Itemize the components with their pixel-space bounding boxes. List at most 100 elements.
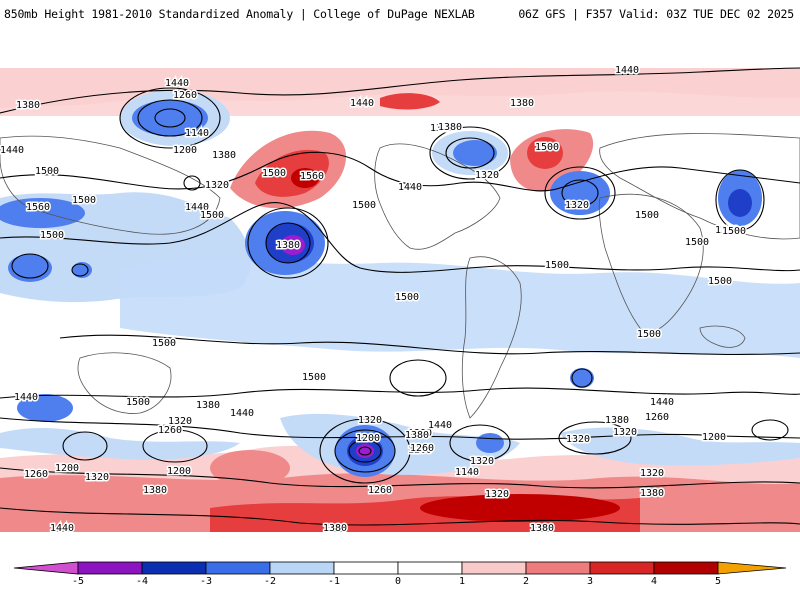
contour-label: 1380	[605, 415, 629, 426]
contour-label: 1320	[168, 416, 192, 427]
contour-label: 1380	[408, 428, 432, 439]
contour-label: 1320	[566, 434, 590, 445]
colorbar-segment-neg3	[141, 561, 207, 575]
contour-label: 1440	[165, 78, 189, 89]
contour-label: 1320	[205, 180, 229, 191]
contour-label: 1500	[262, 168, 286, 179]
colorbar-segment-pos5	[717, 561, 787, 575]
contour-label: 1440	[398, 182, 422, 193]
contour-label: 1500	[126, 397, 150, 408]
height-contours	[0, 67, 800, 526]
contour-label: 1200	[173, 145, 197, 156]
contour-label: 1260	[368, 485, 392, 496]
contour-label: 1500	[715, 225, 739, 236]
contour-label: 1200	[167, 466, 191, 477]
contour-label: 1320	[475, 170, 499, 181]
contour-label: 1500	[722, 226, 746, 237]
contour-label: 1440	[50, 523, 74, 532]
contour-label: 1500	[535, 142, 559, 153]
contour-label: 1440	[428, 420, 452, 431]
colorbar-tick-label: -4	[135, 576, 149, 587]
contour-label: 1500	[637, 329, 661, 340]
contour-label: 1380	[143, 485, 167, 496]
contour-label: 1440	[650, 397, 674, 408]
colorbar-segment-zero-lo	[333, 561, 399, 575]
colorbar-tick-label: -2	[263, 576, 277, 587]
contour-label: 1500	[545, 260, 569, 271]
contour-label: 1500	[302, 372, 326, 383]
contour-label: 1560	[300, 171, 324, 182]
contour-label: 1320	[613, 427, 637, 438]
contour-label: 1320	[640, 468, 664, 479]
contour-label: 1260	[158, 425, 182, 436]
contour-label: 1140	[455, 467, 479, 478]
model-run-valid-time: 06Z GFS | F357 Valid: 03Z TUE DEC 02 202…	[518, 7, 794, 21]
header-bar: 850mb Height 1981-2010 Standardized Anom…	[0, 0, 800, 30]
colorbar-tick-label: 5	[714, 576, 722, 587]
contour-label: 1500	[352, 200, 376, 211]
contour-label: 1560	[26, 202, 50, 213]
contour-label: 1380	[640, 488, 664, 499]
contour-label: 1500	[395, 292, 419, 303]
colorbar-tick-label: 3	[586, 576, 594, 587]
colorbar-segment-pos1	[461, 561, 527, 575]
contour-label: 1380	[510, 98, 534, 109]
contour-label: 1320	[358, 415, 382, 426]
contour-label: 1140	[185, 128, 209, 139]
contour-label: 1320	[485, 489, 509, 500]
contour-label: 1260	[645, 412, 669, 423]
colorbar-tick-label: -3	[199, 576, 213, 587]
anomaly-shading	[0, 68, 800, 532]
contour-label: 1380	[530, 523, 554, 532]
contour-label: 1380	[196, 400, 220, 411]
colorbar-tick-label: 1	[458, 576, 466, 587]
colorbar-segment-neg5	[13, 561, 79, 575]
contour-label: 1440	[350, 98, 374, 109]
colorbar-segment-neg1	[269, 561, 335, 575]
contour-label: 1440	[615, 65, 639, 76]
contour-label: 1500	[40, 230, 64, 241]
contour-label: 1500	[200, 210, 224, 221]
colorbar-tick-label: -1	[327, 576, 341, 587]
map-panel: 1440 1440 1380 1260 1140 1200 1380 1320 …	[0, 38, 800, 532]
contour-label: 1500	[35, 166, 59, 177]
contour-label: 1500	[152, 338, 176, 349]
colorbar-tick-label: -5	[71, 576, 85, 587]
contour-label: 1260	[408, 445, 432, 456]
contour-label: 1260	[24, 469, 48, 480]
contour-label: 1320	[430, 123, 454, 134]
contour-label: 1200	[702, 432, 726, 443]
contour-label: 1320	[470, 456, 494, 467]
colorbar-segment-zero-hi	[397, 561, 463, 575]
contour-labels: 1440 1440 1380 1260 1140 1200 1380 1320 …	[0, 64, 748, 533]
coastlines	[0, 133, 800, 419]
contour-label: 1380	[405, 430, 429, 441]
contour-label: 1380	[438, 122, 462, 133]
contour-label: 1380	[276, 240, 300, 251]
anomaly-map: 1440 1440 1380 1260 1140 1200 1380 1320 …	[0, 64, 800, 533]
contour-label: 1380	[16, 100, 40, 111]
contour-label: 1440	[230, 408, 254, 419]
colorbar-segment-pos3	[589, 561, 655, 575]
colorbar-segment-pos2	[525, 561, 591, 575]
contour-label: 1200	[55, 463, 79, 474]
colorbar-strip	[13, 561, 787, 575]
colorbar-segment-pos4	[653, 561, 719, 575]
contour-label: 1320	[85, 472, 109, 483]
contour-label: 1380	[212, 150, 236, 161]
contour-label: 1500	[708, 276, 732, 287]
map-title: 850mb Height 1981-2010 Standardized Anom…	[4, 7, 475, 21]
colorbar-tick-label: 4	[650, 576, 658, 587]
colorbar-legend: -5 -4 -3 -2 -1 0 1 2 3 4 5	[0, 560, 800, 600]
contour-label: 1440	[0, 145, 24, 156]
colorbar-tick-label: 0	[394, 576, 402, 587]
colorbar-segment-neg4	[77, 561, 143, 575]
contour-label: 1200	[356, 433, 380, 444]
contour-label: 1500	[635, 210, 659, 221]
contour-label: 1260	[173, 90, 197, 101]
colorbar-segment-neg2	[205, 561, 271, 575]
colorbar-tick-label: 2	[522, 576, 530, 587]
contour-label: 1380	[323, 523, 347, 532]
contour-label: 1500	[685, 237, 709, 248]
contour-label: 1260	[410, 443, 434, 454]
